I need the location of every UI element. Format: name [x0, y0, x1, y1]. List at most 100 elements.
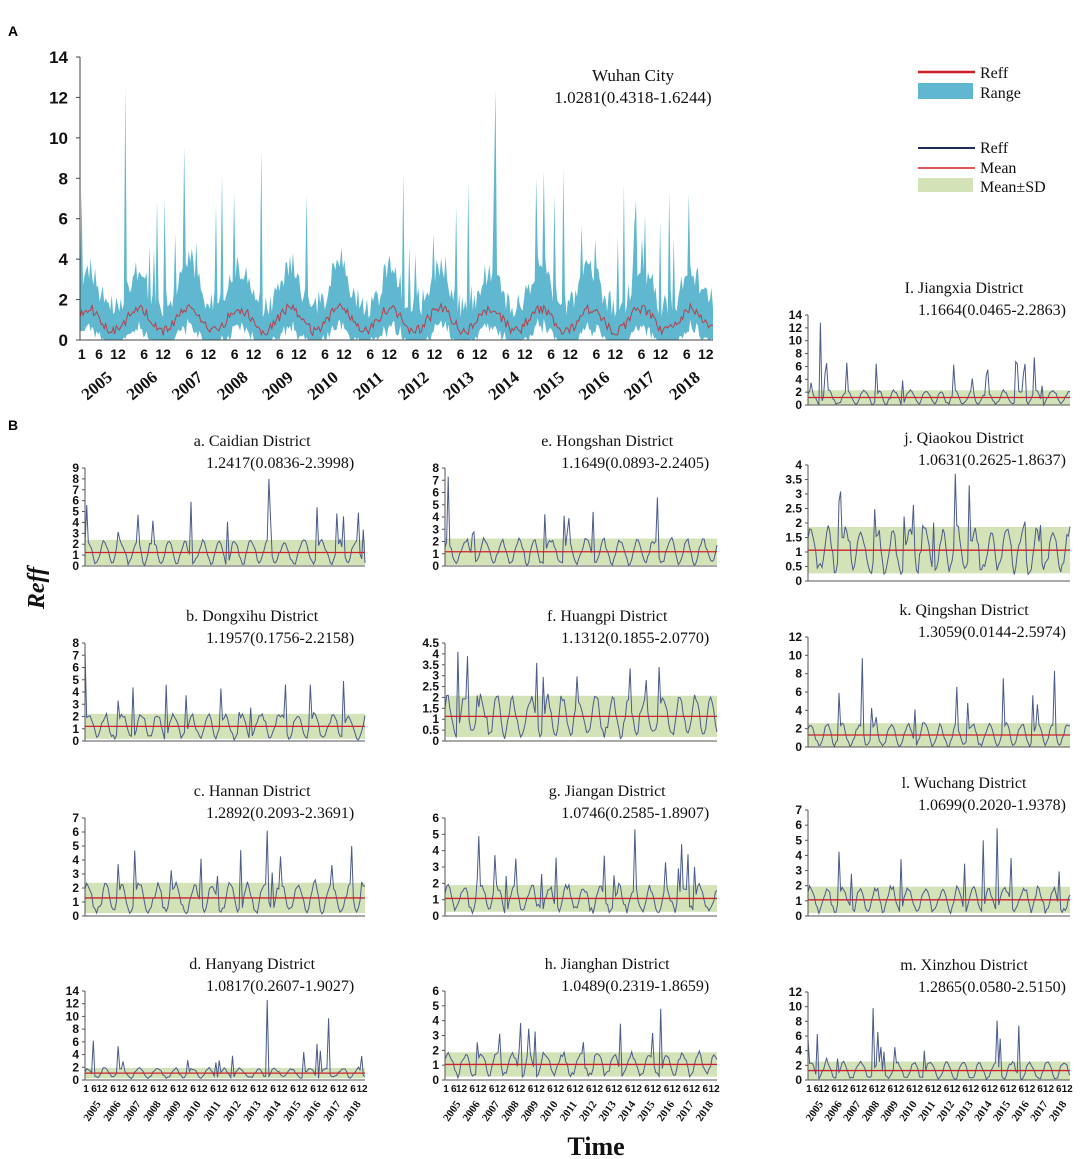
legend-range-swatch — [918, 83, 973, 99]
district-reff-line — [444, 476, 718, 567]
district-year-label: 2008 — [141, 1098, 164, 1123]
district-y-tick-label: 4 — [795, 848, 802, 862]
wuhan-month-tick-label: 6 — [140, 346, 148, 362]
district-month-tick-label: 12 — [968, 1084, 980, 1095]
district-month-tick-label: 12 — [495, 1084, 507, 1095]
district-month-tick-label: 12 — [650, 1084, 662, 1095]
district-month-tick-label: 12 — [987, 1084, 999, 1095]
district-y-tick-label: 3 — [72, 526, 79, 540]
district-year-label: 2012 — [935, 1098, 958, 1123]
district-y-tick-label: 14 — [789, 308, 803, 322]
district-year-label: 2012 — [221, 1098, 244, 1123]
district-y-tick-label: 3.5 — [422, 658, 439, 672]
district-month-tick-label: 6 — [290, 1084, 296, 1095]
district-year-label: 2006 — [822, 1098, 845, 1123]
district-month-tick-label: 6 — [703, 1084, 709, 1095]
district-y-tick-label: 3 — [432, 522, 439, 536]
wuhan-month-tick-label: 6 — [502, 346, 510, 362]
district-y-tick-label: 5 — [72, 839, 79, 853]
district-month-tick-label: 12 — [296, 1084, 308, 1095]
district-month-tick-label: 12 — [256, 1084, 268, 1095]
district-y-tick-label: 8 — [795, 347, 802, 361]
district-y-tick-label: 6 — [72, 825, 79, 839]
district-y-tick-label: 8 — [432, 461, 439, 475]
district-y-tick-label: 3 — [432, 1029, 439, 1043]
wuhan-year-label: 2010 — [304, 368, 342, 404]
district-y-tick-label: 1 — [795, 545, 802, 559]
district-y-tick-label: 12 — [789, 985, 803, 999]
wuhan-year-label: 2018 — [665, 368, 703, 404]
district-year-label: 2015 — [635, 1098, 658, 1123]
district-y-tick-label: 5 — [72, 505, 79, 519]
wuhan-year-label: 2017 — [620, 367, 659, 404]
district-year-label: 2018 — [694, 1098, 717, 1123]
district-month-tick-label: 6 — [869, 1084, 875, 1095]
district-year-label: 2006 — [101, 1098, 124, 1123]
district-y-tick-label: 6 — [795, 1029, 802, 1043]
district-y-tick-label: 4 — [72, 853, 79, 867]
wuhan-month-tick-label: 6 — [638, 346, 646, 362]
district-month-tick-label: 6 — [981, 1084, 987, 1095]
district-month-tick-label: 6 — [330, 1084, 336, 1095]
wuhan-year-label: 2005 — [78, 368, 116, 404]
wuhan-month-tick-label: 12 — [336, 346, 352, 362]
district-year-label: 2007 — [841, 1098, 864, 1123]
district-title: m. Xinzhou District — [900, 957, 1028, 974]
district-y-tick-label: 6 — [432, 486, 439, 500]
district-chart-k: 0 2 4 6 8 10 12 k. Qingshan District 1.3059(0.01… — [789, 602, 1071, 754]
district-month-tick-label: 6 — [925, 1084, 931, 1095]
district-y-tick-label: 2 — [72, 1060, 79, 1074]
wuhan-month-tick-label: 12 — [562, 346, 578, 362]
district-y-tick-label: 8 — [795, 667, 802, 681]
district-y-tick-label: 2 — [432, 535, 439, 549]
district-year-label: 2009 — [161, 1098, 184, 1123]
district-subtitle: 1.0817(0.2607-1.9027) — [206, 978, 354, 995]
district-y-tick-label: 7 — [72, 483, 79, 497]
wuhan-month-tick-label: 1 — [78, 346, 86, 362]
district-month-tick-label: 12 — [874, 1084, 886, 1095]
district-y-tick-label: 0 — [432, 909, 439, 923]
district-year-label: 2007 — [480, 1098, 503, 1123]
district-y-tick-label: 4 — [432, 1014, 439, 1028]
district-y-tick-label: 9 — [72, 461, 79, 475]
wuhan-y-tick-label: 2 — [59, 291, 68, 310]
district-y-tick-label: 3 — [795, 487, 802, 501]
district-month-tick-label: 12 — [689, 1084, 701, 1095]
district-year-label: 2015 — [991, 1098, 1014, 1123]
district-month-tick-label: 12 — [336, 1084, 348, 1095]
district-y-tick-label: 1.5 — [422, 701, 439, 715]
wuhan-month-tick-label: 12 — [110, 346, 126, 362]
wuhan-month-tick-label: 12 — [472, 346, 488, 362]
district-y-tick-label: 12 — [66, 997, 80, 1011]
wuhan-month-tick-label: 6 — [592, 346, 600, 362]
district-year-label: 2016 — [301, 1098, 324, 1123]
district-month-tick-label: 12 — [893, 1084, 905, 1095]
district-month-tick-label: 12 — [573, 1084, 585, 1095]
district-y-tick-label: 7 — [795, 803, 802, 817]
district-month-tick-label: 6 — [451, 1084, 457, 1095]
district-y-tick-label: 1 — [795, 894, 802, 908]
district-month-tick-label: 6 — [962, 1084, 968, 1095]
district-year-label: 2009 — [879, 1098, 902, 1123]
district-y-tick-label: 1.5 — [785, 531, 802, 545]
district-y-tick-label: 7 — [432, 473, 439, 487]
wuhan-year-label: 2014 — [485, 367, 524, 404]
district-y-tick-label: 4 — [72, 1048, 79, 1062]
wuhan-month-tick-label: 6 — [457, 346, 465, 362]
district-month-tick-label: 6 — [664, 1084, 670, 1095]
district-year-label: 2017 — [321, 1098, 344, 1123]
district-title: a. Caidian District — [194, 433, 311, 450]
district-year-label: 2008 — [499, 1098, 522, 1123]
district-y-tick-label: 4.5 — [422, 636, 439, 650]
district-month-tick-label: 12 — [1062, 1084, 1074, 1095]
district-y-tick-label: 5 — [432, 498, 439, 512]
district-month-tick-label: 6 — [210, 1084, 216, 1095]
district-title: d. Hanyang District — [189, 956, 315, 973]
district-y-tick-label: 6 — [72, 661, 79, 675]
district-month-tick-label: 6 — [814, 1084, 820, 1095]
district-y-tick-label: 6 — [795, 685, 802, 699]
district-month-tick-label: 12 — [592, 1084, 604, 1095]
